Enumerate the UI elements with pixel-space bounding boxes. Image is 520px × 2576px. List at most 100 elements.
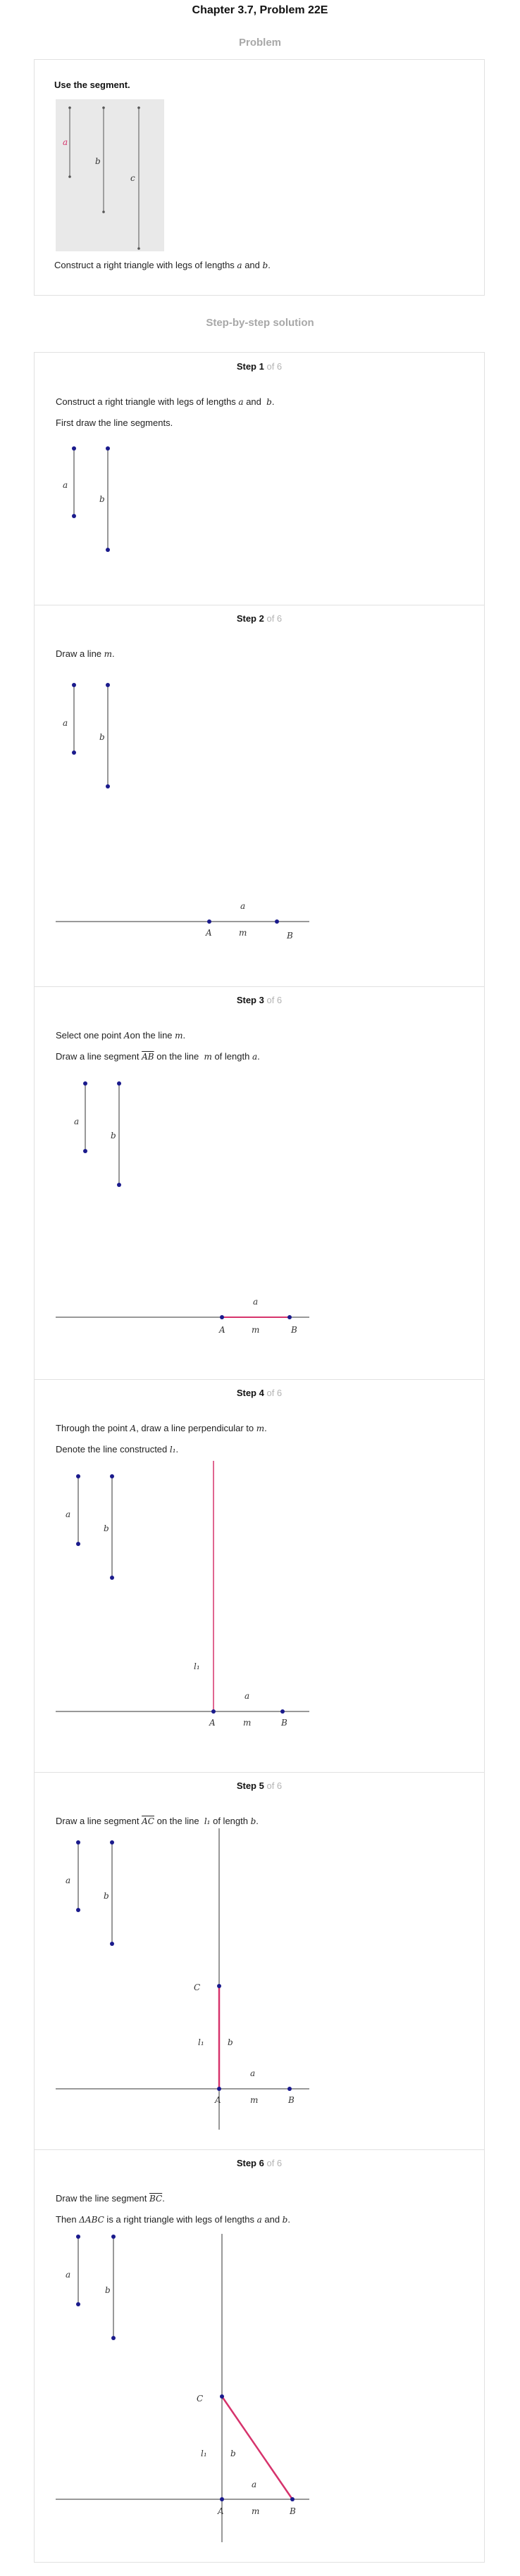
label-A: A — [214, 2095, 221, 2105]
label-b: b — [230, 2449, 236, 2458]
label-A: A — [218, 1325, 225, 1335]
label-b: b — [95, 156, 101, 166]
segment-b-end — [102, 211, 105, 213]
text: Draw a line segment — [56, 1051, 142, 1062]
text: Select one point — [56, 1030, 124, 1041]
label-a: a — [244, 1691, 249, 1701]
symbol-l1: l₁ — [169, 1445, 176, 1455]
label-a: a — [66, 2270, 70, 2280]
step-label: Step 5 — [236, 1780, 264, 1791]
label-m: m — [243, 1718, 251, 1728]
symbol-A: A — [130, 1424, 137, 1433]
point-B — [275, 919, 279, 924]
text: and — [246, 396, 264, 407]
label-b: b — [99, 494, 105, 504]
point — [76, 1840, 80, 1845]
point — [106, 446, 110, 451]
symbol-b: b — [282, 2215, 288, 2225]
point — [72, 446, 76, 451]
point — [110, 1840, 114, 1845]
step-text-line: Then ΔABC is a right triangle with legs … — [56, 2214, 290, 2225]
label-B: B — [286, 931, 293, 941]
step-text-line: Select one point Aon the line m. — [56, 1030, 185, 1041]
step-title: Step 1 of 6 — [35, 361, 484, 372]
text: , draw a line perpendicular to — [136, 1423, 256, 1433]
step-1: Step 1 of 6 Construct a right triangle w… — [35, 353, 484, 605]
text: . — [112, 648, 115, 659]
step-count: of 6 — [266, 1780, 283, 1791]
label-c: c — [130, 173, 135, 183]
label-A: A — [205, 928, 212, 938]
label-m: m — [239, 928, 247, 938]
label-b: b — [104, 1891, 109, 1901]
problem-prompt: Use the segment. — [54, 80, 130, 90]
step-count: of 6 — [266, 2158, 283, 2168]
text: Draw a line segment — [56, 1816, 142, 1826]
text: . — [257, 1051, 260, 1062]
text: Through the point — [56, 1423, 130, 1433]
label-l1: l₁ — [198, 2037, 204, 2047]
solution-card: Step 1 of 6 Construct a right triangle w… — [34, 352, 485, 2563]
point — [83, 1081, 87, 1086]
step-5: Step 5 of 6 Draw a line segment AC on th… — [35, 1772, 484, 2150]
symbol-m: m — [204, 1052, 212, 1062]
segment-a-end — [68, 106, 71, 109]
point-A — [211, 1709, 216, 1714]
step-3: Step 3 of 6 Select one point Aon the lin… — [35, 986, 484, 1380]
text: and — [261, 2214, 283, 2225]
point — [76, 1474, 80, 1478]
point-B — [280, 1709, 285, 1714]
text: of length — [211, 1051, 252, 1062]
step-label: Step 3 — [236, 995, 264, 1005]
label-a: a — [66, 1509, 70, 1519]
label-a: a — [250, 2068, 255, 2078]
text: of length — [210, 1816, 251, 1826]
text: . — [264, 1423, 267, 1433]
label-A: A — [217, 2506, 224, 2516]
point — [111, 2336, 116, 2340]
label-a: a — [74, 1117, 79, 1126]
problem-heading: Problem — [238, 37, 281, 49]
label-m: m — [252, 2506, 259, 2516]
problem-card: Use the segment. a b c Construct a right… — [34, 59, 485, 296]
step-label: Step 6 — [236, 2158, 264, 2168]
label-b: b — [104, 1523, 109, 1533]
text: . — [162, 2193, 165, 2204]
label-a: a — [63, 718, 68, 728]
point — [72, 683, 76, 687]
text: Draw a line — [56, 648, 104, 659]
step-4: Step 4 of 6 Through the point A, draw a … — [35, 1379, 484, 1773]
step-text-line: Draw a line segment AC on the line l₁ of… — [56, 1816, 259, 1826]
point — [111, 2235, 116, 2239]
label-a: a — [253, 1297, 258, 1307]
symbol-b: b — [266, 397, 272, 407]
symbol-l1: l₁ — [204, 1816, 211, 1826]
step-title: Step 3 of 6 — [35, 995, 484, 1005]
label-l1: l₁ — [201, 2449, 207, 2458]
point-A — [220, 2497, 224, 2501]
step-text-line: Construct a right triangle with legs of … — [56, 396, 274, 407]
symbol-a: a — [252, 1052, 258, 1062]
label-b: b — [111, 1131, 116, 1141]
label-a: a — [63, 137, 68, 147]
label-b: b — [105, 2285, 111, 2295]
statement-text: . — [268, 260, 271, 270]
step-text-line: Draw a line m. — [56, 648, 115, 659]
segment-a-end — [68, 175, 71, 178]
symbol-a: a — [238, 397, 244, 407]
point — [76, 2302, 80, 2306]
symbol-m: m — [175, 1031, 183, 1041]
symbol-A: A — [123, 1031, 130, 1041]
step-text-line: First draw the line segments. — [56, 417, 173, 428]
point-A — [207, 919, 211, 924]
step-count: of 6 — [266, 361, 283, 372]
statement-text: and — [242, 260, 263, 270]
problem-statement: Construct a right triangle with legs of … — [54, 260, 271, 270]
label-m: m — [250, 2095, 258, 2105]
segments-figure: a b c — [63, 106, 140, 250]
step-6-figure: a b C l₁ b a A m B — [56, 2234, 309, 2542]
segment-b-end — [102, 106, 105, 109]
step-2: Step 2 of 6 Draw a line m. a b a A m B — [35, 605, 484, 987]
label-A: A — [209, 1718, 216, 1728]
step-6: Step 6 of 6 Draw the line segment BC. Th… — [35, 2149, 484, 2563]
